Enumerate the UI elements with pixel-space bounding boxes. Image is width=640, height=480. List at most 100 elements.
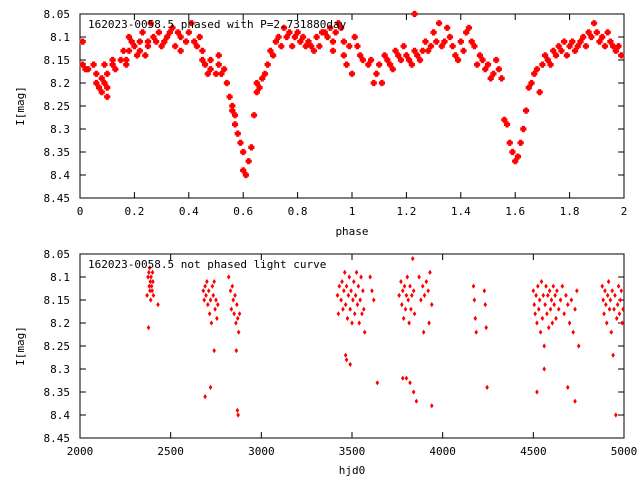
- data-point: [400, 43, 407, 50]
- data-point: [528, 79, 535, 87]
- data-point: [147, 265, 152, 271]
- data-point: [605, 292, 610, 298]
- data-point: [473, 315, 478, 321]
- data-point: [233, 292, 237, 298]
- data-point: [339, 297, 343, 303]
- data-point: [112, 66, 119, 73]
- y-tick-label: 8.2: [50, 317, 70, 330]
- data-point: [613, 292, 617, 298]
- data-point: [344, 283, 349, 289]
- data-point: [552, 52, 560, 59]
- data-point: [608, 297, 613, 303]
- data-point: [134, 52, 141, 59]
- data-point: [408, 380, 412, 386]
- y-tick-label: 8.35: [44, 146, 71, 159]
- data-point: [537, 297, 542, 303]
- data-point: [618, 297, 623, 303]
- data-point: [575, 288, 579, 294]
- data-point: [272, 38, 279, 45]
- data-point: [229, 107, 236, 114]
- data-point: [329, 38, 337, 45]
- data-point: [536, 89, 543, 96]
- data-point: [362, 329, 367, 335]
- data-point: [139, 29, 146, 36]
- data-point: [236, 329, 241, 335]
- data-point: [213, 306, 217, 312]
- data-point: [248, 144, 255, 151]
- data-point: [435, 20, 443, 27]
- x-tick-label: 0.4: [179, 205, 199, 218]
- data-point: [411, 288, 416, 294]
- data-point: [474, 329, 479, 335]
- tick-group: 2000 2500 3000 3500 4000 4500 5000 8.05 8.1 8.15 8…: [44, 248, 638, 458]
- data-point: [421, 329, 426, 335]
- data-point: [615, 302, 620, 308]
- data-point: [343, 302, 348, 308]
- data-point: [229, 306, 234, 312]
- data-point: [221, 66, 228, 73]
- y-tick-label: 8.35: [44, 386, 71, 399]
- data-point: [546, 292, 550, 298]
- data-point: [215, 52, 222, 59]
- data-point: [356, 283, 361, 289]
- data-point: [216, 302, 220, 308]
- data-point: [361, 306, 366, 312]
- data-point: [618, 52, 625, 59]
- data-point: [185, 29, 192, 36]
- data-point: [416, 56, 424, 64]
- data-point: [400, 288, 405, 294]
- x-tick-label: 1.6: [505, 205, 525, 218]
- data-point: [324, 33, 331, 41]
- data-point: [495, 66, 502, 73]
- data-point: [202, 61, 209, 68]
- data-point: [541, 292, 546, 298]
- data-point: [299, 33, 307, 41]
- y-tick-label: 8.45: [44, 192, 71, 205]
- data-point: [571, 329, 576, 335]
- data-point: [250, 112, 258, 119]
- data-point: [206, 288, 211, 294]
- data-point: [208, 297, 213, 303]
- data-point: [344, 357, 349, 363]
- data-point: [474, 61, 481, 68]
- data-point: [353, 292, 358, 298]
- data-point: [335, 20, 342, 27]
- data-point: [617, 311, 622, 317]
- data-point: [531, 288, 536, 294]
- data-point: [104, 84, 111, 91]
- data-point: [237, 139, 244, 146]
- data-point: [98, 75, 105, 82]
- data-point: [405, 274, 410, 280]
- data-point: [430, 29, 437, 36]
- data-point: [612, 47, 619, 54]
- data-point: [210, 283, 215, 289]
- data-point: [601, 297, 605, 303]
- data-point: [611, 352, 615, 358]
- data-point: [615, 43, 622, 50]
- data-point: [370, 288, 374, 294]
- data-point: [340, 52, 347, 59]
- data-point: [596, 38, 603, 45]
- data-point: [144, 38, 152, 45]
- data-point: [590, 20, 598, 27]
- data-point: [235, 302, 239, 308]
- data-point: [471, 283, 476, 289]
- data-point: [245, 158, 252, 165]
- data-point: [404, 375, 409, 381]
- data-point: [463, 29, 470, 36]
- data-point: [270, 52, 277, 59]
- data-point: [367, 56, 375, 64]
- data-point: [460, 47, 467, 54]
- data-point: [420, 283, 425, 289]
- data-point: [542, 52, 549, 59]
- data-point: [410, 292, 414, 298]
- data-point: [93, 70, 100, 77]
- data-point: [386, 61, 394, 68]
- data-point: [297, 38, 304, 45]
- data-point: [533, 66, 541, 73]
- points-group: [79, 10, 625, 179]
- data-point: [412, 311, 417, 317]
- data-point: [207, 56, 214, 64]
- data-point: [402, 283, 407, 289]
- data-point: [547, 61, 554, 68]
